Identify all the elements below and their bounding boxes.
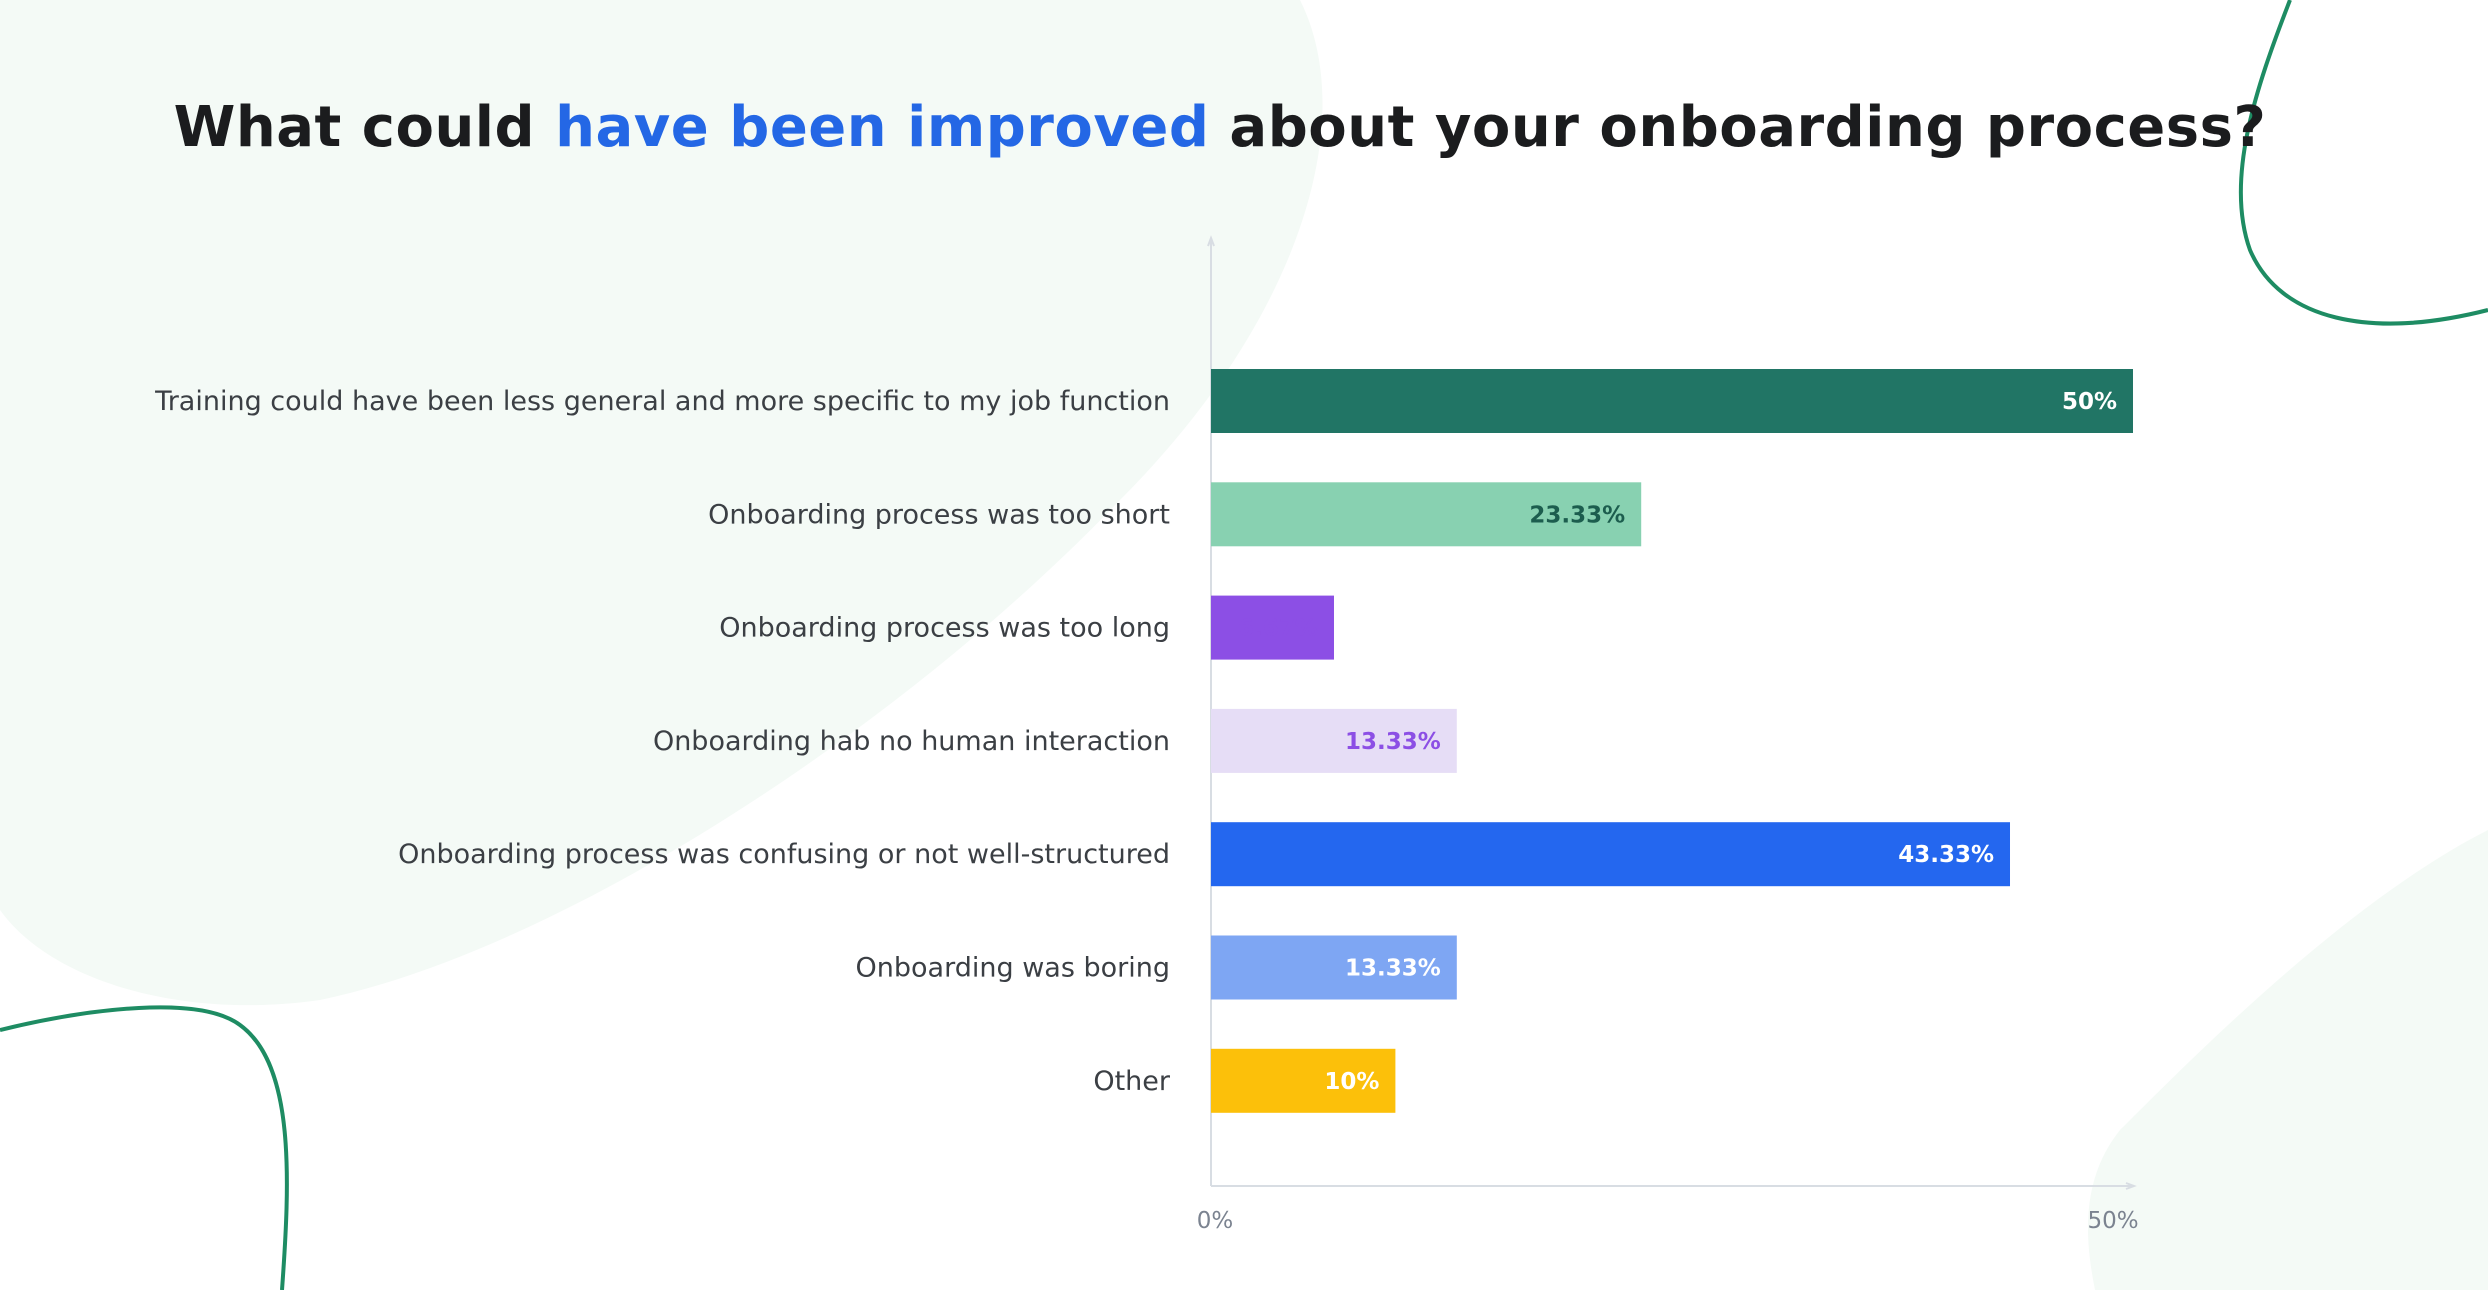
data-label: 23.33%	[1529, 502, 1625, 528]
category-label: Training could have been less general an…	[154, 386, 1170, 417]
bar	[1211, 935, 1457, 1000]
background-blob-right	[2087, 830, 2488, 1290]
bar	[1211, 482, 1642, 547]
data-label: 43.33%	[1898, 842, 1994, 868]
category-label: Onboarding process was confusing or not …	[398, 839, 1170, 870]
bars-group: Training could have been less general an…	[154, 369, 2133, 1113]
category-label: Onboarding was boring	[856, 953, 1170, 984]
x-axis-arrow	[2125, 1182, 2137, 1190]
x-tick-label: 0%	[1197, 1208, 1234, 1234]
data-label: 10%	[1324, 1069, 1379, 1095]
y-axis-arrow	[1207, 235, 1215, 247]
category-label: Onboarding hab no human interaction	[653, 726, 1170, 757]
title-highlight: have been improved	[555, 95, 1210, 160]
bar	[1211, 1048, 1396, 1113]
title-suffix: about your onboarding process?	[1209, 95, 2267, 160]
category-label: Other	[1093, 1066, 1171, 1097]
x-axis-ticks: 0% 50%	[1197, 1208, 2139, 1234]
bar	[1211, 822, 2011, 887]
bar	[1211, 369, 2133, 433]
decorative-curve-bottom-left	[0, 1005, 289, 1290]
bar	[1211, 595, 1334, 660]
data-label: 6.67%	[1238, 616, 1318, 642]
bar	[1211, 708, 1457, 773]
category-label: Onboarding process was too long	[719, 613, 1170, 644]
data-label: 13.33%	[1345, 956, 1441, 982]
decorative-curve-top-right	[2238, 0, 2488, 326]
category-label: Onboarding process was too short	[708, 499, 1170, 530]
data-label: 50%	[2062, 389, 2117, 415]
data-label: 13.33%	[1345, 729, 1441, 755]
chart-title: What could have been improved about your…	[0, 95, 2440, 160]
background-blob-left	[0, 0, 1323, 1006]
x-tick-label: 50%	[2087, 1208, 2138, 1234]
title-prefix: What could	[173, 95, 556, 160]
